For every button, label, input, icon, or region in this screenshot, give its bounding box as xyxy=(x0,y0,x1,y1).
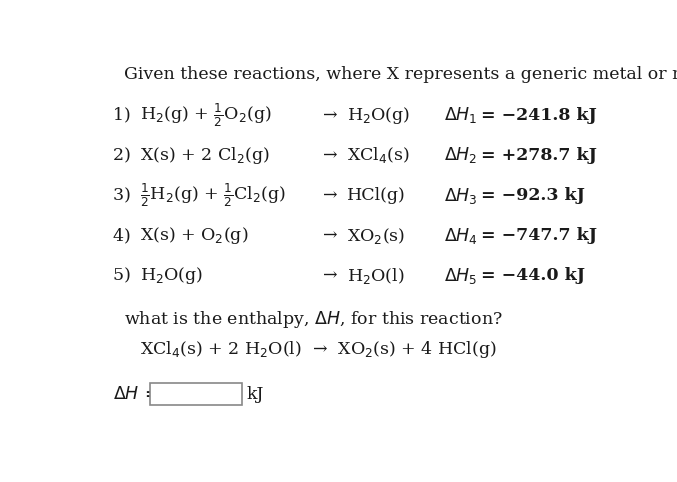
Text: $\frac{1}{2}$H$_2$(g) + $\frac{1}{2}$Cl$_2$(g): $\frac{1}{2}$H$_2$(g) + $\frac{1}{2}$Cl$… xyxy=(139,182,286,209)
Text: H$_2$O(g): H$_2$O(g) xyxy=(139,265,203,286)
FancyBboxPatch shape xyxy=(150,383,242,405)
Text: →: → xyxy=(324,227,338,244)
Text: Given these reactions, where X represents a generic metal or metalloid,: Given these reactions, where X represent… xyxy=(124,66,677,83)
Text: $\Delta H_1$: $\Delta H_1$ xyxy=(444,106,477,125)
Text: kJ: kJ xyxy=(246,386,263,402)
Text: 4): 4) xyxy=(114,227,137,244)
Text: →: → xyxy=(324,147,338,164)
Text: XCl$_4$(s): XCl$_4$(s) xyxy=(347,146,410,165)
Text: $\Delta H_5$: $\Delta H_5$ xyxy=(444,266,477,286)
Text: = −44.0 kJ: = −44.0 kJ xyxy=(481,267,585,284)
Text: XO$_2$(s): XO$_2$(s) xyxy=(347,226,405,246)
Text: 2): 2) xyxy=(114,147,137,164)
Text: $\Delta H$ =: $\Delta H$ = xyxy=(114,386,159,402)
Text: 3): 3) xyxy=(114,187,137,204)
Text: XCl$_4$(s) + 2 H$_2$O(l)  →  XO$_2$(s) + 4 HCl(g): XCl$_4$(s) + 2 H$_2$O(l) → XO$_2$(s) + 4… xyxy=(139,339,496,360)
Text: H$_2$O(l): H$_2$O(l) xyxy=(347,266,404,286)
Text: →: → xyxy=(324,267,338,284)
Text: = −92.3 kJ: = −92.3 kJ xyxy=(481,187,585,204)
Text: $\Delta H_2$: $\Delta H_2$ xyxy=(444,146,477,165)
Text: →: → xyxy=(324,187,338,204)
Text: H$_2$(g) + $\frac{1}{2}$O$_2$(g): H$_2$(g) + $\frac{1}{2}$O$_2$(g) xyxy=(139,102,271,129)
Text: = +278.7 kJ: = +278.7 kJ xyxy=(481,147,596,164)
Text: X(s) + O$_2$(g): X(s) + O$_2$(g) xyxy=(139,225,248,246)
Text: $\Delta H_4$: $\Delta H_4$ xyxy=(444,226,478,246)
Text: HCl(g): HCl(g) xyxy=(347,187,406,204)
Text: 5): 5) xyxy=(114,267,137,284)
Text: X(s) + 2 Cl$_2$(g): X(s) + 2 Cl$_2$(g) xyxy=(139,145,269,166)
Text: H$_2$O(g): H$_2$O(g) xyxy=(347,105,410,126)
Text: $\Delta H_3$: $\Delta H_3$ xyxy=(444,186,478,205)
Text: 1): 1) xyxy=(114,107,137,124)
Text: →: → xyxy=(324,107,338,124)
Text: what is the enthalpy, $\Delta H$, for this reaction?: what is the enthalpy, $\Delta H$, for th… xyxy=(124,309,502,330)
Text: = −241.8 kJ: = −241.8 kJ xyxy=(481,107,596,124)
Text: = −747.7 kJ: = −747.7 kJ xyxy=(481,227,596,244)
